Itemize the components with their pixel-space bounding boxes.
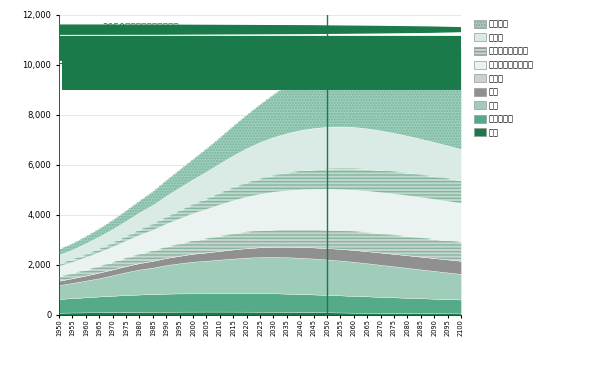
Text: ▮: ▮ [55,36,79,79]
Bar [62,60,591,90]
Bar [59,40,591,55]
Legend: アフリカ, インド, 中東・北アフリカ, その他アジア太平洋, 中南米, 北米, 中国, ヨーロッパ, 日本: アフリカ, インド, 中東・北アフリカ, その他アジア太平洋, 中南米, 北米,… [473,19,535,138]
Text: （世界人口の26%）: （世界人口の26%） [94,70,151,79]
Ellipse shape [0,25,502,34]
FancyBboxPatch shape [0,36,591,61]
Text: 2050年にアフリカの人口は: 2050年にアフリカの人口は [102,23,178,31]
Text: 約25億人: 約25億人 [80,45,129,60]
